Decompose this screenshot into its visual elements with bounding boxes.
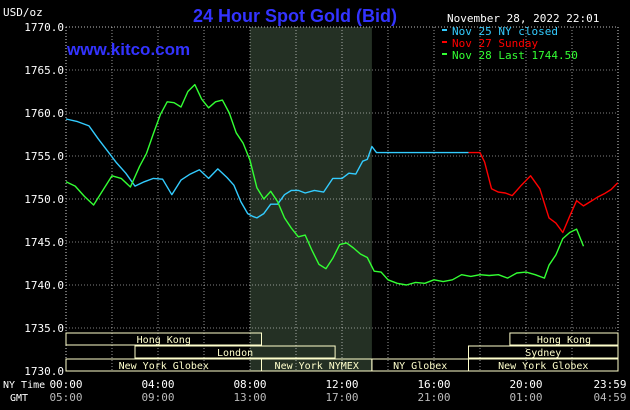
chart-title: 24 Hour Spot Gold (Bid) [193, 6, 397, 26]
ny-time-axis-label: NY Time [3, 380, 45, 391]
x-tick-label-ny: 00:00 [49, 378, 82, 391]
x-tick-label-gmt: 17:00 [325, 391, 358, 404]
grid-lines [65, 26, 619, 372]
x-tick-label-gmt: 21:00 [417, 391, 450, 404]
x-tick-label-ny: 08:00 [233, 378, 266, 391]
gmt-axis-label: GMT [10, 393, 28, 404]
legend-entry: Nov 28 Last 1744.50 [452, 49, 578, 62]
session-box [468, 345, 619, 359]
session-label: New York Globex [119, 361, 209, 372]
series-line [65, 118, 469, 219]
session-box [65, 332, 262, 346]
legend-swatch [442, 41, 447, 43]
legend-swatch [442, 53, 447, 55]
y-tick-label: 1745.0 [24, 236, 64, 249]
shaded-session-range [250, 27, 372, 371]
price-series [65, 83, 619, 286]
session-label: Hong Kong [537, 335, 591, 346]
y-axis-tick-labels: 1770.0 1765.0 1760.0 1755.0 1750.0 1745.0 1740… [24, 21, 64, 378]
x-tick-label-gmt: 01:00 [509, 391, 542, 404]
session-box [134, 345, 336, 359]
y-tick-label: 1760.0 [24, 107, 64, 120]
x-tick-label-ny: 16:00 [417, 378, 450, 391]
session-label: New York NYMEX [275, 361, 359, 372]
market-session-bars: Hong Kong London New York Globex New York N… [65, 332, 619, 372]
legend-swatch [442, 29, 447, 31]
x-tick-label-ny: 20:00 [509, 378, 542, 391]
session-label: NY Globex [393, 361, 447, 372]
legend-entry: Nov 25 NY closed [452, 25, 558, 38]
x-tick-label-gmt: 05:00 [49, 391, 82, 404]
legend-entry: Nov 27 Sunday [452, 37, 538, 50]
x-tick-label-ny: 12:00 [325, 378, 358, 391]
series-line [65, 83, 585, 286]
y-tick-label: 1765.0 [24, 64, 64, 77]
session-label: London [217, 348, 253, 359]
x-tick-label-ny: 23:59 [593, 378, 626, 391]
session-box [509, 332, 619, 346]
y-tick-label: 1755.0 [24, 150, 64, 163]
session-label: Hong Kong [137, 335, 191, 346]
x-tick-label-ny: 04:00 [141, 378, 174, 391]
plot-frame [65, 26, 619, 372]
y-tick-label: 1770.0 [24, 21, 64, 34]
session-label: New York Globex [498, 361, 588, 372]
series-line [468, 151, 619, 234]
session-label: Sydney [525, 348, 561, 359]
x-tick-label-gmt: 09:00 [141, 391, 174, 404]
x-tick-label-gmt: 04:59 [593, 391, 626, 404]
timestamp: November 28, 2022 22:01 [447, 12, 599, 25]
session-box [468, 358, 619, 372]
website-watermark: www.kitco.com [66, 40, 190, 59]
y-axis-unit-label: USD/oz [3, 6, 43, 19]
y-tick-label: 1750.0 [24, 193, 64, 206]
y-tick-label: 1735.0 [24, 322, 64, 335]
y-tick-label: 1730.0 [24, 365, 64, 378]
y-tick-label: 1740.0 [24, 279, 64, 292]
x-tick-label-gmt: 13:00 [233, 391, 266, 404]
